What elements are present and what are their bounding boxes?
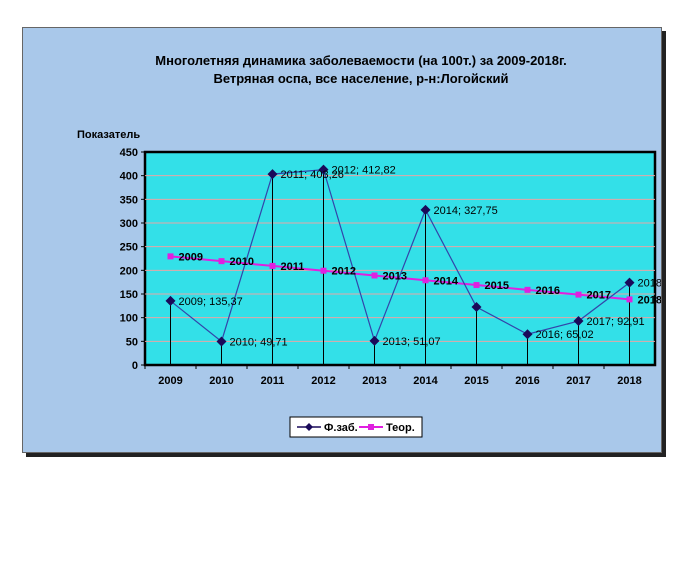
teor-data-label: 2011 [281,261,305,273]
teor-point [473,282,480,289]
teor-point [371,272,378,279]
legend-box [289,416,423,438]
teor-data-label: 2013 [383,270,407,282]
series-line-fzab [170,168,630,343]
fzab-data-label: 2012; 412,82 [332,165,396,177]
fzab-data-label: 2011; 403,26 [281,169,344,181]
legend-marker-fzab [305,423,313,431]
fzab-point [318,164,329,175]
fzab-point [522,329,533,340]
y-tick-label: 0 [132,360,138,372]
teor-data-label: 2017 [587,290,611,302]
x-tick-label: 2012 [311,375,335,387]
y-tick-label: 200 [120,265,138,277]
fzab-data-label: 2009; 135,37 [179,296,243,308]
y-tick-label: 300 [120,218,138,230]
fzab-point [369,335,380,346]
fzab-point [420,204,431,215]
x-tick-label: 2015 [464,375,488,387]
teor-point [269,262,276,269]
teor-data-label: 2012 [332,266,356,278]
chart-frame: Многолетняя динамика заболеваемости (на … [22,27,662,453]
y-tick-label: 350 [120,194,138,206]
chart-subtitle: Ветряная оспа, все население, р-н:Логойс… [213,71,508,86]
y-tick-label: 150 [120,289,138,301]
y-tick-label: 100 [120,313,138,325]
teor-data-label: 2016 [536,285,560,297]
fzab-point [573,316,584,327]
fzab-point [267,169,278,180]
teor-point [167,253,174,260]
x-tick-label: 2017 [566,375,590,387]
fzab-data-label: 2018; 174,01 [638,278,662,290]
x-tick-label: 2014 [413,375,438,387]
y-tick-label: 250 [120,242,138,254]
y-tick-label: 50 [126,336,138,348]
x-tick-label: 2016 [515,375,539,387]
plot-area [143,150,657,367]
teor-point [524,286,531,293]
fzab-point [165,295,176,306]
x-tick-label: 2018 [617,375,641,387]
fzab-data-label: 2014; 327,75 [434,205,498,217]
y-axis-label: Показатель [77,129,140,141]
teor-point [626,296,633,303]
legend-marker-teor [368,424,374,430]
teor-data-label: 2014 [434,275,459,287]
y-tick-label: 450 [120,147,138,159]
chart-title: Многолетняя динамика заболеваемости (на … [155,53,566,68]
legend-label-fzab: Ф.заб. [324,422,358,434]
chart-svg: Многолетняя динамика заболеваемости (на … [77,53,662,438]
fzab-point [216,336,227,347]
legend: Ф.заб. Теор. [289,416,423,438]
x-tick-label: 2010 [209,375,233,387]
fzab-data-label: 2010; 49,71 [230,336,288,348]
teor-point [218,258,225,265]
fzab-point [624,277,635,288]
fzab-data-label: 2016; 65,02 [536,329,594,341]
x-tick-label: 2013 [362,375,386,387]
series-line-teor [170,255,630,301]
x-tick-label: 2011 [261,375,285,387]
teor-point [320,267,327,274]
teor-point [575,291,582,298]
fzab-data-label: 2013; 51,07 [383,336,441,348]
teor-data-label: 2015 [485,280,509,292]
fzab-point [471,302,482,313]
legend-label-teor: Теор. [386,422,415,434]
teor-data-label: 2018 [638,294,662,306]
teor-data-label: 2010 [230,256,254,268]
fzab-data-label: 2017; 92,91 [587,316,645,328]
teor-point [422,277,429,284]
y-tick-label: 400 [120,171,138,183]
x-tick-label: 2009 [158,375,182,387]
teor-data-label: 2009 [179,251,203,263]
